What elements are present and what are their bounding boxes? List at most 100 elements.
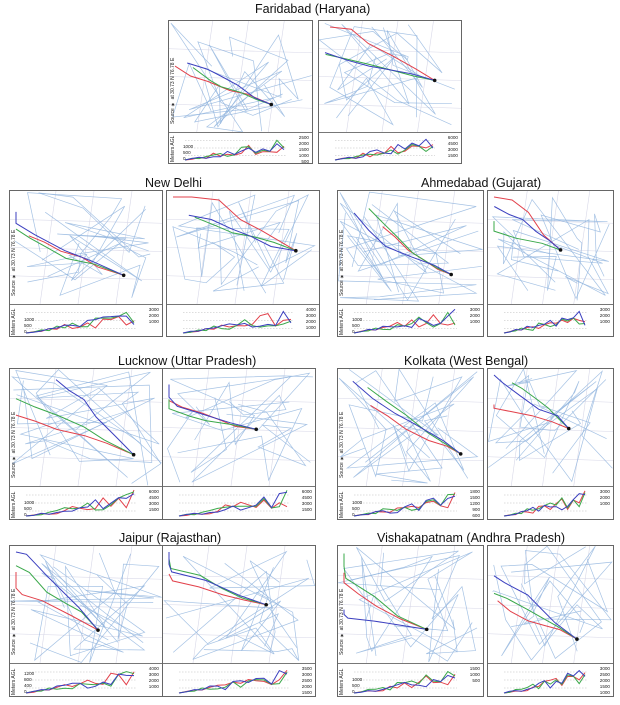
boundary-line — [26, 205, 146, 281]
trajectory-red — [15, 572, 99, 631]
height-line-blue — [503, 493, 586, 517]
boundary-line — [512, 196, 583, 301]
height-right-ticks: 4000 3000 2000 1000 — [305, 307, 316, 330]
graticule-line — [542, 191, 559, 304]
boundary-line — [519, 381, 597, 462]
height-plot: 6000 4500 3000 1500 — [163, 487, 315, 519]
height-right-ticks: 6000 4500 3000 1500 — [447, 135, 458, 158]
trajectory-blue — [15, 211, 124, 276]
height-plot: 6000 4500 3000 1500 — [319, 133, 461, 163]
graticule-line — [163, 397, 315, 403]
trajectory-green — [192, 67, 272, 105]
boundary-line — [357, 202, 483, 293]
trajectory-green — [168, 558, 267, 606]
source-star-icon — [121, 273, 126, 278]
boundary-line — [30, 560, 143, 653]
height-line-red — [503, 490, 586, 517]
trajectory-green — [511, 382, 570, 429]
height-axis-label: Meters AGL — [339, 491, 345, 518]
height-line-green — [503, 492, 586, 517]
trajectory-green — [343, 553, 427, 630]
boundary-line — [355, 370, 443, 484]
trajectory-panel: Source ★ at 30.73 N 76.78 E Meters AGL 100… — [9, 190, 163, 337]
graticule-line — [488, 427, 613, 432]
map-svg — [10, 191, 162, 304]
trajectory-panel: Source ★ at 30.73 N 76.78 E Meters AGL 100… — [9, 368, 163, 520]
boundary-line — [16, 387, 160, 460]
trajectory-panel: 6000 4500 3000 1500 — [162, 368, 316, 520]
boundary-line — [500, 558, 613, 645]
trajectory-green — [15, 398, 134, 456]
boundary-line — [495, 370, 613, 469]
source-label: Source ★ at 30.73 N 76.78 E — [170, 57, 176, 124]
height-plot: Meters AGL 1200 800 400 0 4000 3000 2000 1000 — [10, 664, 162, 696]
boundary-line — [203, 591, 299, 661]
city-title-faridabad: Faridabad (Haryana) — [255, 2, 371, 16]
boundary-line — [523, 550, 612, 625]
graticule-line — [10, 247, 162, 252]
source-star-icon — [294, 248, 298, 253]
boundary-line — [19, 369, 162, 464]
boundary-line — [167, 372, 311, 483]
height-plot: 3000 2000 1000 — [488, 305, 613, 336]
graticule-line — [510, 369, 528, 486]
trajectory-map: Source ★ at 30.73 N 76.78 E — [10, 546, 162, 664]
graticule-line — [163, 604, 315, 609]
height-plot: 4000 3000 2000 1000 — [167, 305, 319, 336]
source-star-icon — [254, 427, 259, 432]
graticule-line — [10, 633, 162, 639]
graticule-line — [488, 633, 613, 639]
trajectory-blue — [187, 62, 272, 105]
source-label: Source ★ at 30.73 N 76.78 E — [339, 588, 345, 655]
height-line-blue — [353, 674, 456, 694]
trajectory-red — [370, 404, 461, 455]
graticule-line — [488, 574, 613, 580]
boundary-line — [172, 401, 303, 482]
boundary-line — [343, 547, 459, 631]
boundary-line — [10, 554, 162, 643]
trajectory-blue — [493, 575, 578, 640]
boundary-line — [496, 229, 609, 291]
map-svg — [169, 21, 312, 132]
graticule-line — [346, 21, 363, 132]
trajectory-panel: 30002500200015001000500 — [487, 545, 614, 697]
source-label: Source ★ at 30.73 N 76.78 E — [11, 411, 17, 478]
trajectory-red — [493, 404, 569, 429]
boundary-line — [37, 371, 162, 484]
graticule-line — [338, 275, 483, 281]
trajectory-green — [493, 592, 578, 640]
height-left-ticks: 1200 800 400 0 — [24, 671, 35, 694]
source-star-icon — [558, 248, 563, 252]
boundary-line — [170, 375, 313, 446]
graticule-line — [573, 546, 591, 663]
map-svg — [10, 369, 162, 486]
boundary-line — [38, 192, 151, 258]
graticule-line — [488, 247, 613, 252]
source-label: Source ★ at 30.73 N 76.78 E — [11, 229, 17, 296]
height-axis-label: Meters AGL — [339, 668, 345, 695]
height-right-ticks: 1500 1000 500 — [469, 666, 480, 683]
height-left-ticks: 1000 500 0 — [24, 500, 35, 517]
height-axis-label: Meters AGL — [11, 668, 17, 695]
trajectory-map: Source ★ at 30.73 N 76.78 E — [338, 546, 483, 664]
trajectory-red — [497, 600, 578, 640]
trajectory-panel: Source ★ at 30.73 N 76.78 E Meters AGL 100… — [337, 190, 484, 337]
height-axis-label: Meters AGL — [11, 491, 17, 518]
trajectory-green — [15, 228, 124, 276]
map-svg — [488, 546, 613, 663]
height-plot: 3000 2000 1000 — [488, 487, 613, 519]
trajectory-green — [168, 399, 257, 430]
height-svg — [25, 311, 136, 334]
graticule-line — [77, 369, 95, 486]
boundary-line — [170, 22, 312, 132]
source-label: Source ★ at 30.73 N 76.78 E — [339, 411, 345, 478]
graticule-line — [192, 546, 210, 663]
graticule-line — [10, 427, 162, 432]
boundary-line — [209, 550, 315, 647]
height-line-blue — [25, 493, 135, 517]
city-title-lucknow: Lucknow (Uttar Pradesh) — [118, 354, 257, 368]
trajectory-map: Source ★ at 30.73 N 76.78 E — [10, 191, 162, 305]
source-star-icon — [458, 452, 463, 456]
boundary-line — [488, 378, 598, 483]
map-svg — [319, 21, 461, 132]
